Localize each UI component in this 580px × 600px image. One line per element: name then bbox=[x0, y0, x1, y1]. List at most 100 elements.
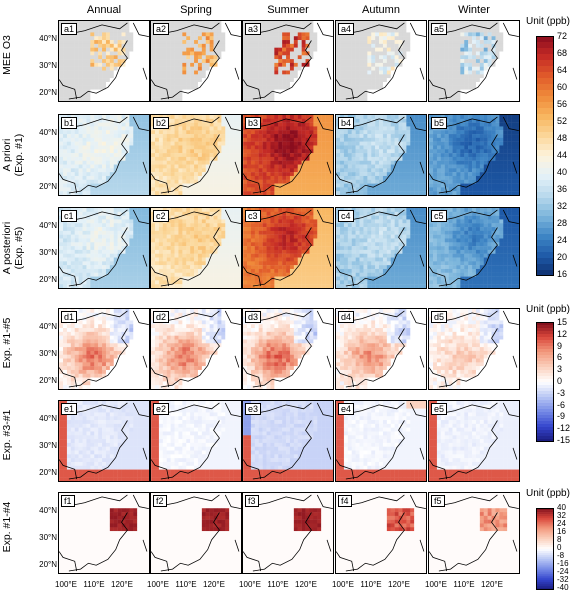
map-cell bbox=[367, 36, 372, 41]
map-cell bbox=[82, 137, 87, 142]
map-cell bbox=[250, 66, 256, 71]
map-cell bbox=[74, 141, 79, 146]
map-cell bbox=[170, 134, 175, 139]
map-cell bbox=[155, 78, 160, 83]
map-cell bbox=[433, 187, 438, 192]
map-cell bbox=[282, 118, 287, 123]
map-cell bbox=[155, 175, 160, 180]
map-cell bbox=[274, 160, 279, 165]
map-cell bbox=[444, 156, 449, 161]
map-cell bbox=[475, 134, 481, 139]
map-cell bbox=[282, 141, 287, 146]
map-cell bbox=[436, 51, 442, 56]
map-cell bbox=[363, 70, 368, 75]
map-cell bbox=[137, 164, 142, 169]
map-cell bbox=[468, 28, 473, 33]
panel-tag: a1 bbox=[61, 23, 78, 35]
map-cell bbox=[507, 43, 512, 48]
map-cell bbox=[363, 93, 368, 98]
map-cell bbox=[236, 59, 241, 64]
map-cell bbox=[197, 24, 203, 29]
map-cell bbox=[243, 47, 248, 52]
map-cell bbox=[460, 122, 465, 127]
map-cell bbox=[70, 47, 75, 52]
panel-tag: a4 bbox=[338, 23, 355, 35]
map-cell bbox=[491, 164, 496, 169]
map-cell bbox=[170, 122, 175, 127]
map-cell bbox=[254, 55, 259, 60]
map-cell bbox=[225, 160, 230, 165]
map-cell bbox=[102, 62, 107, 67]
map-cell bbox=[178, 47, 183, 52]
map-cell bbox=[129, 55, 134, 60]
map-cell bbox=[421, 145, 426, 150]
map-cell bbox=[359, 179, 364, 184]
map-cell bbox=[429, 187, 434, 192]
map-cell bbox=[398, 179, 403, 184]
map-cell bbox=[367, 32, 372, 37]
map-cell bbox=[266, 62, 271, 67]
map-cell bbox=[250, 74, 256, 79]
map-cell bbox=[247, 47, 252, 52]
map-cell bbox=[233, 28, 238, 33]
map-cell bbox=[452, 59, 457, 64]
map-cell bbox=[491, 47, 496, 52]
map-cell bbox=[402, 36, 407, 41]
map-cell bbox=[250, 47, 256, 52]
map-cell bbox=[309, 175, 314, 180]
map-cell bbox=[178, 21, 183, 25]
map-cell bbox=[367, 62, 372, 67]
map-cell bbox=[414, 47, 419, 52]
map-cell bbox=[162, 191, 167, 195]
map-cell bbox=[201, 187, 206, 192]
map-cell bbox=[289, 122, 295, 127]
map-cell bbox=[144, 160, 149, 165]
map-cell bbox=[121, 36, 126, 41]
map-cell bbox=[382, 66, 388, 71]
map-cell bbox=[113, 130, 118, 135]
map-cell bbox=[221, 160, 226, 165]
map-cell bbox=[483, 156, 488, 161]
map-cell bbox=[390, 172, 395, 177]
map-cell bbox=[102, 115, 107, 119]
map-cell bbox=[398, 164, 403, 169]
map-cell bbox=[321, 89, 326, 94]
map-cell bbox=[499, 81, 504, 86]
map-cell bbox=[305, 93, 310, 98]
map-cell bbox=[270, 156, 275, 161]
map-cell bbox=[301, 134, 306, 139]
coastline bbox=[248, 116, 312, 130]
map-cell bbox=[340, 81, 345, 86]
map-cell bbox=[129, 172, 134, 177]
map-cell bbox=[105, 32, 111, 37]
map-cell bbox=[491, 130, 496, 135]
map-cell bbox=[66, 47, 72, 52]
map-cell bbox=[495, 28, 500, 33]
map-cell bbox=[102, 85, 107, 90]
map-cell bbox=[452, 24, 457, 29]
map-cell bbox=[479, 97, 484, 101]
map-cell bbox=[194, 85, 199, 90]
map-cell bbox=[133, 66, 138, 71]
map-cell bbox=[340, 78, 345, 83]
map-cell bbox=[429, 164, 434, 169]
map-cell bbox=[270, 78, 275, 83]
map-cell bbox=[262, 191, 267, 195]
map-cell bbox=[221, 149, 226, 154]
map-cell bbox=[468, 55, 473, 60]
map-cell bbox=[186, 191, 191, 195]
map-cell bbox=[440, 172, 445, 177]
map-cell bbox=[125, 74, 130, 79]
map-cell bbox=[213, 126, 218, 131]
map-cell bbox=[491, 55, 496, 60]
map-cell bbox=[313, 175, 318, 180]
map-cell bbox=[433, 134, 438, 139]
map-cell bbox=[201, 141, 206, 146]
coastline bbox=[151, 79, 170, 100]
map-cell bbox=[197, 130, 203, 135]
map-cell bbox=[102, 208, 107, 212]
map-cell bbox=[225, 47, 230, 52]
map-cell bbox=[162, 78, 167, 83]
map-cell bbox=[133, 36, 138, 41]
map-cell bbox=[121, 118, 126, 123]
